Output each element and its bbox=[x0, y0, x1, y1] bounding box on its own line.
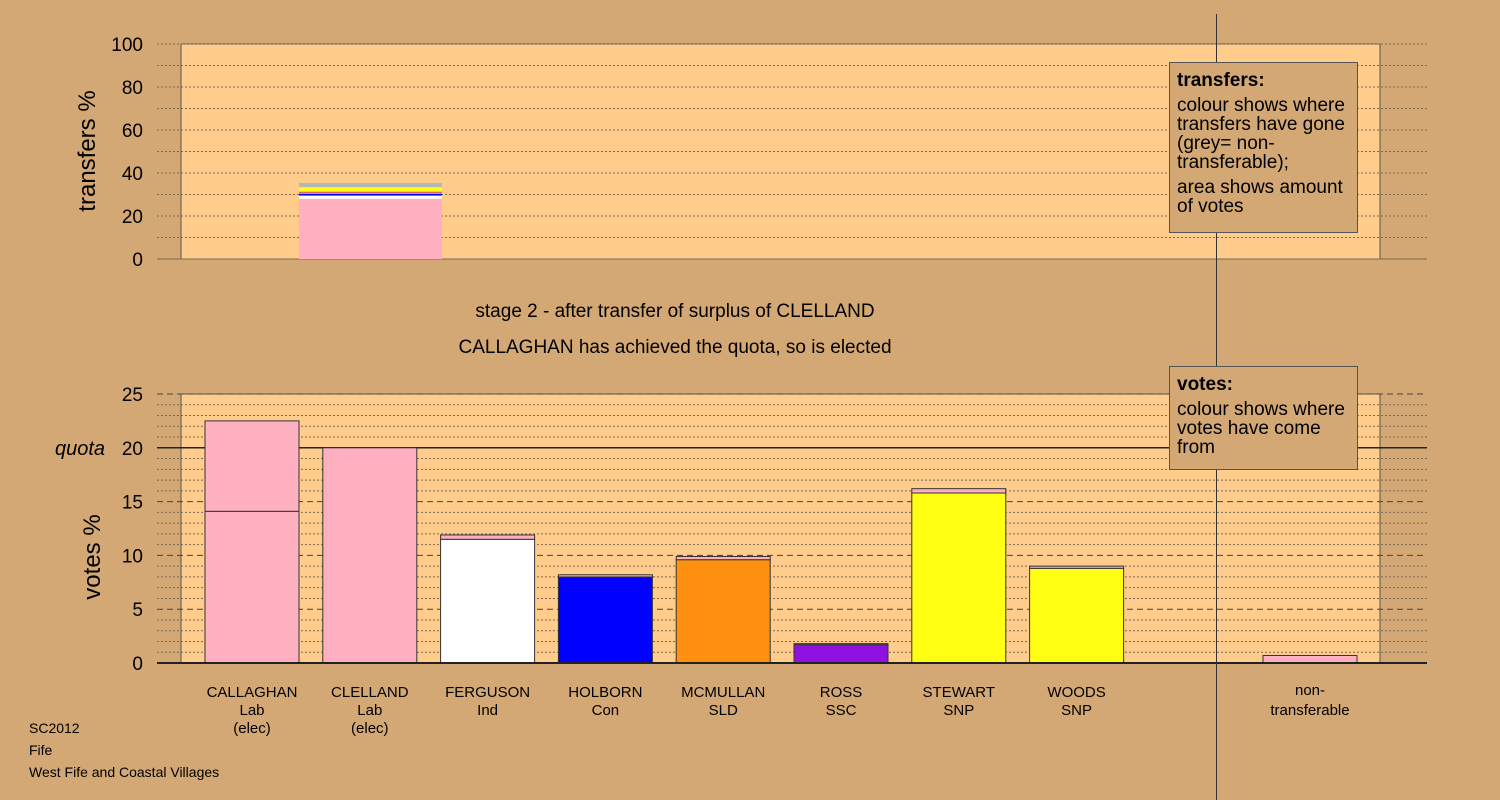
candidate-name-label: STEWART bbox=[923, 684, 996, 701]
votes-y-tick-label: 15 bbox=[122, 493, 143, 514]
non-transferable-label: non- bbox=[1295, 682, 1325, 699]
caption-council: Fife bbox=[29, 742, 52, 758]
candidate-status-label: (elec) bbox=[233, 720, 271, 737]
transfer-segment-Ind bbox=[299, 196, 442, 199]
stage-title: stage 2 - after transfer of surplus of C… bbox=[300, 301, 1050, 323]
candidate-party-label: Lab bbox=[239, 702, 264, 719]
votes-y-tick-label: 25 bbox=[122, 385, 143, 406]
votes-y-tick-label: 0 bbox=[132, 654, 143, 675]
transfer-segment-Lab bbox=[299, 199, 442, 259]
transfers-y-tick-label: 60 bbox=[122, 121, 143, 142]
candidate-party-label: SNP bbox=[1061, 702, 1092, 719]
candidate-name-label: FERGUSON bbox=[445, 684, 530, 701]
caption-election: SC2012 bbox=[29, 720, 80, 736]
transfers-y-tick-label: 0 bbox=[132, 250, 143, 271]
vote-bar-own bbox=[676, 560, 770, 663]
vote-bar-own bbox=[441, 539, 535, 663]
transfers-y-axis-label: transfers % bbox=[74, 90, 101, 211]
transfer-segment-SNP bbox=[299, 188, 442, 191]
transfers-legend: transfers: colour shows where transfers … bbox=[1169, 62, 1358, 233]
candidate-party-label: Con bbox=[592, 702, 620, 719]
vote-bar-transfer bbox=[205, 421, 299, 511]
candidate-party-label: SNP bbox=[943, 702, 974, 719]
candidate-name-label: HOLBORN bbox=[568, 684, 642, 701]
votes-legend-heading: votes: bbox=[1177, 375, 1347, 394]
candidate-party-label: Ind bbox=[477, 702, 498, 719]
vote-bar-own bbox=[205, 511, 299, 663]
vote-bar-transfer bbox=[794, 644, 888, 645]
transfer-segment-non_transferable bbox=[299, 183, 442, 187]
transfer-segment-SLD bbox=[299, 192, 442, 194]
votes-legend: votes: colour shows where votes have com… bbox=[1169, 366, 1358, 470]
transfers-y-tick-label: 100 bbox=[111, 35, 143, 56]
candidate-name-label: CALLAGHAN bbox=[207, 684, 298, 701]
transfer-segment-SSC bbox=[299, 192, 442, 193]
vote-bar-own bbox=[1030, 568, 1124, 663]
candidate-name-label: WOODS bbox=[1047, 684, 1105, 701]
vote-bar-own bbox=[323, 448, 417, 663]
votes-legend-text1: colour shows where votes have come from bbox=[1177, 400, 1347, 457]
vote-bar-own bbox=[912, 493, 1006, 663]
candidate-name-label: MCMULLAN bbox=[681, 684, 765, 701]
vote-bar-own bbox=[558, 577, 652, 663]
votes-y-tick-label: 20 bbox=[122, 439, 143, 460]
votes-y-axis-label: votes % bbox=[79, 514, 106, 599]
vote-bar-transfer bbox=[441, 535, 535, 539]
transfer-segment-Con bbox=[299, 194, 442, 196]
vote-bar-own bbox=[794, 645, 888, 663]
quota-label: quota bbox=[55, 438, 105, 460]
transfers-y-tick-label: 80 bbox=[122, 78, 143, 99]
transfers-y-tick-label: 40 bbox=[122, 164, 143, 185]
transfers-legend-text1: colour shows where transfers have gone (… bbox=[1177, 96, 1347, 172]
votes-y-tick-label: 5 bbox=[132, 600, 143, 621]
transfers-legend-heading: transfers: bbox=[1177, 71, 1347, 90]
candidate-name-label: CLELLAND bbox=[331, 684, 409, 701]
vote-bar-transfer bbox=[676, 556, 770, 559]
non-transferable-label: transferable bbox=[1270, 702, 1349, 719]
candidate-party-label: SLD bbox=[709, 702, 738, 719]
votes-y-tick-label: 10 bbox=[122, 546, 143, 567]
caption-ward: West Fife and Coastal Villages bbox=[29, 764, 219, 780]
transfer-segment-SNP bbox=[299, 187, 442, 188]
candidate-party-label: SSC bbox=[826, 702, 857, 719]
candidate-name-label: ROSS bbox=[820, 684, 863, 701]
transfers-legend-text2: area shows amount of votes bbox=[1177, 178, 1347, 216]
candidate-status-label: (elec) bbox=[351, 720, 389, 737]
candidate-party-label: Lab bbox=[357, 702, 382, 719]
transfers-y-tick-label: 20 bbox=[122, 207, 143, 228]
vote-bar-transfer bbox=[558, 575, 652, 577]
non-transferable-bar bbox=[1263, 655, 1357, 663]
vote-bar-transfer bbox=[912, 489, 1006, 493]
result-title: CALLAGHAN has achieved the quota, so is … bbox=[300, 337, 1050, 359]
vote-bar-transfer bbox=[1030, 566, 1124, 568]
